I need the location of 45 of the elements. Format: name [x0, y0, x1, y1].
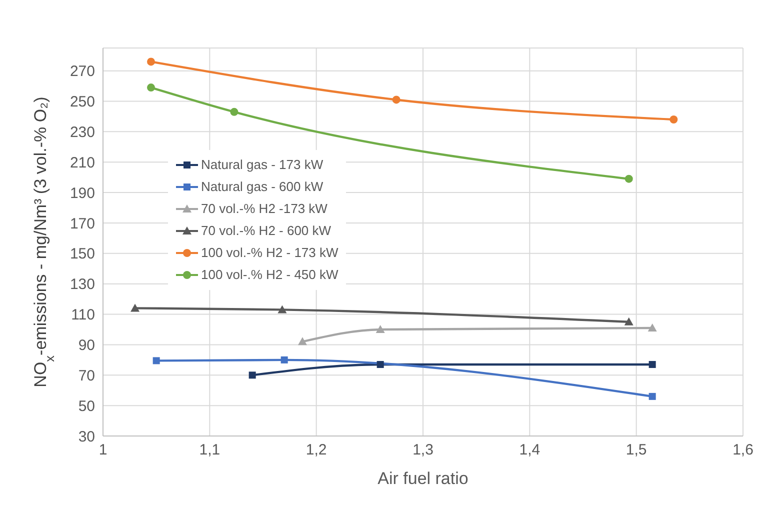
point	[248, 372, 256, 379]
legend-label: 70 vol.-% H2 -173 kW	[201, 200, 328, 218]
x-tick-label: 1,6	[732, 442, 754, 459]
y-tick-label: 210	[70, 154, 95, 172]
point	[230, 108, 238, 116]
x-tick-label: 1,5	[626, 442, 647, 459]
point	[280, 356, 288, 364]
point	[624, 174, 633, 183]
legend-label: 100 vol-.% H2 - 450 kW	[201, 266, 338, 284]
legend-label: Natural gas - 173 kW	[201, 156, 324, 174]
y-tick-label: 270	[70, 63, 95, 80]
point	[147, 84, 155, 92]
x-tick-label: 1,3	[412, 442, 434, 459]
y-tick-label: 30	[78, 428, 95, 446]
point	[648, 360, 656, 368]
y-tick-label: 230	[70, 124, 95, 142]
y-tick-label: 170	[70, 215, 95, 232]
point	[147, 58, 155, 66]
x-tick-label: 1,4	[519, 442, 540, 459]
y-tick-label: 130	[70, 276, 95, 294]
point	[624, 317, 634, 326]
x-tick-label: 1	[98, 442, 108, 459]
point	[130, 304, 140, 312]
x-tick-label: 1,1	[199, 442, 220, 459]
x-axis-title: Air fuel ratio	[378, 469, 468, 488]
legend-label: 100 vol.-% H2 - 173 kW	[201, 244, 338, 262]
point	[278, 305, 287, 314]
y-tick-label: 110	[71, 306, 95, 324]
y-tick-label: 50	[78, 398, 95, 415]
y-tick-label: 190	[70, 184, 95, 202]
point	[648, 392, 656, 400]
point	[376, 324, 385, 333]
y-tick-label: 150	[70, 246, 95, 263]
point	[392, 96, 400, 104]
point	[670, 116, 678, 124]
y-tick-label: 90	[78, 337, 95, 354]
point	[376, 360, 384, 368]
y-tick-label: 250	[70, 94, 95, 111]
y-tick-label: 70	[78, 367, 95, 384]
legend-label: Natural gas - 600 kW	[201, 178, 324, 196]
point	[298, 337, 307, 346]
point	[152, 357, 160, 364]
x-tick-label: 1,2	[306, 442, 327, 459]
legend-label: 70 vol.-% H2 - 600 kW	[201, 222, 332, 240]
point	[648, 323, 657, 332]
